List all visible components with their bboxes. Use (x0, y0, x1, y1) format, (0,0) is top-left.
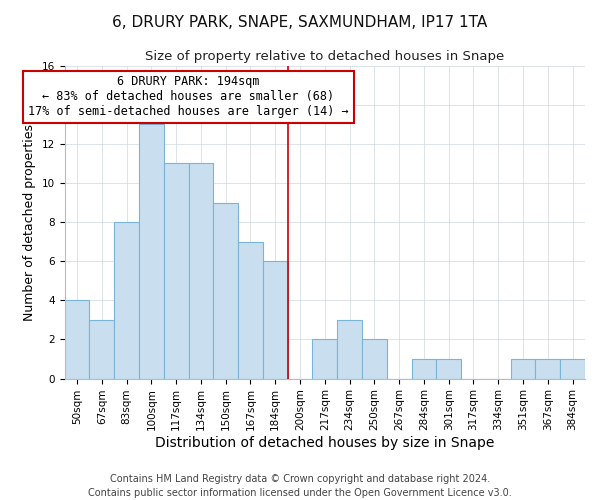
Bar (65, 300, 89, 378)
Bar (436, 359, 461, 378)
Bar (362, 340, 387, 378)
Bar (213, 202, 238, 378)
Bar (337, 320, 362, 378)
Bar (139, 124, 164, 378)
Bar (188, 164, 213, 378)
Text: 6 DRURY PARK: 194sqm
← 83% of detached houses are smaller (68)
17% of semi-detac: 6 DRURY PARK: 194sqm ← 83% of detached h… (28, 76, 349, 118)
Bar (511, 359, 535, 378)
Title: Size of property relative to detached houses in Snape: Size of property relative to detached ho… (145, 50, 505, 63)
Text: Contains HM Land Registry data © Crown copyright and database right 2024.
Contai: Contains HM Land Registry data © Crown c… (88, 474, 512, 498)
Bar (164, 164, 188, 378)
Y-axis label: Number of detached properties: Number of detached properties (23, 124, 36, 320)
Bar (263, 261, 287, 378)
Bar (238, 242, 263, 378)
Text: 6, DRURY PARK, SNAPE, SAXMUNDHAM, IP17 1TA: 6, DRURY PARK, SNAPE, SAXMUNDHAM, IP17 1… (112, 15, 488, 30)
Bar (560, 359, 585, 378)
Bar (313, 340, 337, 378)
Bar (114, 222, 139, 378)
X-axis label: Distribution of detached houses by size in Snape: Distribution of detached houses by size … (155, 436, 494, 450)
Bar (412, 359, 436, 378)
Bar (535, 359, 560, 378)
Bar (89, 320, 114, 378)
